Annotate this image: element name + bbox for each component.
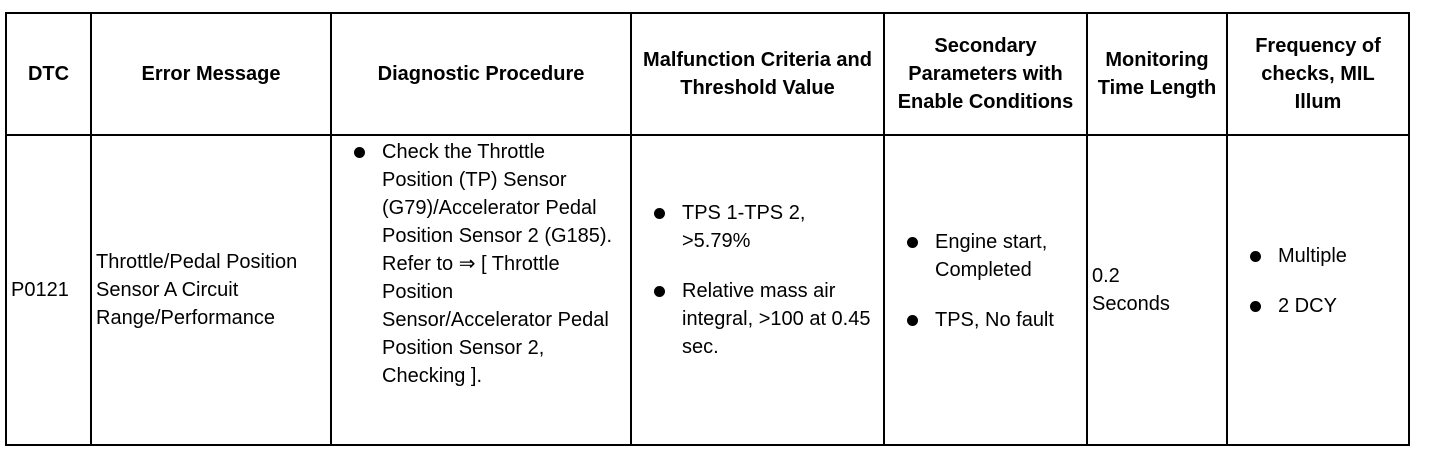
- cell-error-message: Throttle/Pedal Position Sensor A Circuit…: [90, 134, 332, 446]
- secondary-parameter-item: TPS, No fault: [905, 306, 1078, 334]
- cell-dtc: P0121: [5, 134, 92, 446]
- header-frequency: Frequency of checks, MIL Illum: [1226, 12, 1410, 136]
- monitoring-time-text: 0.2 Seconds: [1092, 265, 1170, 315]
- header-diagnostic-procedure: Diagnostic Procedure: [330, 12, 632, 136]
- cell-diagnostic-procedure: Check the Throttle Position (TP) Sensor …: [330, 134, 632, 446]
- diagnostic-procedure-item: Check the Throttle Position (TP) Sensor …: [352, 138, 616, 390]
- header-dtc: DTC: [5, 12, 92, 136]
- header-secondary-parameters: Secondary Parameters with Enable Conditi…: [883, 12, 1088, 136]
- cell-malfunction-criteria: TPS 1-TPS 2, >5.79% Relative mass air in…: [630, 134, 885, 446]
- cell-secondary-parameters: Engine start, Completed TPS, No fault: [883, 134, 1088, 446]
- frequency-item: 2 DCY: [1248, 292, 1400, 320]
- header-monitoring-time: Monitoring Time Length: [1086, 12, 1228, 136]
- malfunction-criteria-item: Relative mass air integral, >100 at 0.45…: [652, 277, 873, 361]
- cell-monitoring-time: 0.2 Seconds: [1086, 134, 1228, 446]
- malfunction-criteria-item: TPS 1-TPS 2, >5.79%: [652, 199, 873, 255]
- cell-frequency: Multiple 2 DCY: [1226, 134, 1410, 446]
- header-malfunction-criteria: Malfunction Criteria and Threshold Value: [630, 12, 885, 136]
- secondary-parameter-item: Engine start, Completed: [905, 228, 1078, 284]
- dtc-table: DTC Error Message Diagnostic Procedure M…: [5, 12, 1410, 446]
- frequency-item: Multiple: [1248, 242, 1400, 270]
- error-message-text: Throttle/Pedal Position Sensor A Circuit…: [96, 251, 298, 329]
- dtc-code: P0121: [11, 279, 69, 301]
- header-error-message: Error Message: [90, 12, 332, 136]
- table-row: P0121 Throttle/Pedal Position Sensor A C…: [5, 134, 1410, 446]
- header-row: DTC Error Message Diagnostic Procedure M…: [5, 12, 1410, 136]
